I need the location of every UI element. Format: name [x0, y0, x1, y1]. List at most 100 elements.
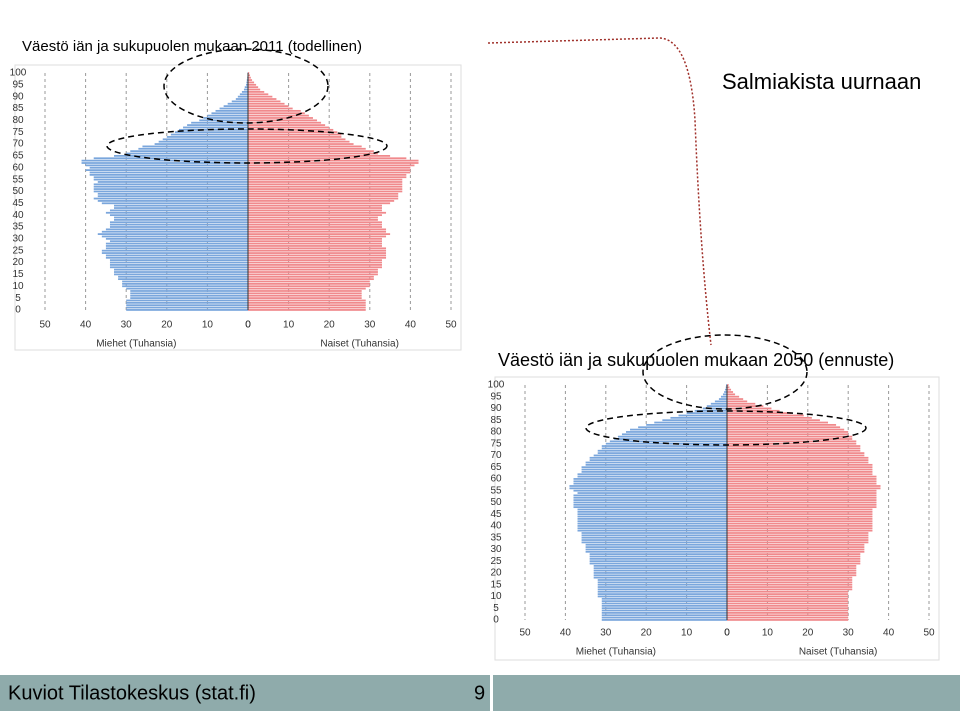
bar — [727, 452, 865, 454]
bar — [248, 88, 261, 91]
bar — [174, 131, 248, 134]
bar — [727, 447, 861, 450]
bar — [593, 565, 727, 567]
bar — [573, 496, 727, 499]
bar — [211, 112, 248, 115]
y-tick-label: 10 — [12, 281, 24, 292]
bar — [727, 412, 792, 415]
bar — [170, 133, 248, 136]
bar — [97, 233, 248, 235]
bar — [597, 449, 727, 452]
bar — [223, 105, 248, 108]
bar — [727, 583, 853, 586]
bar — [613, 438, 727, 440]
y-tick-label: 35 — [12, 222, 24, 233]
bar — [727, 416, 812, 419]
x-tick-label: 30 — [843, 628, 855, 639]
bar — [581, 466, 727, 469]
bar — [105, 211, 249, 214]
y-tick-label: 15 — [12, 269, 24, 280]
bar — [727, 555, 861, 558]
bar — [727, 402, 756, 405]
bar — [114, 268, 249, 271]
bar — [597, 452, 727, 454]
bar — [248, 221, 382, 224]
bar — [248, 290, 362, 292]
bar — [93, 197, 248, 200]
bar — [581, 532, 727, 534]
bar — [138, 147, 248, 150]
bar — [593, 569, 727, 572]
bar — [248, 292, 362, 295]
bar — [727, 463, 873, 466]
x-tick-label: 0 — [724, 628, 730, 639]
bar — [248, 256, 387, 259]
bar — [601, 607, 727, 610]
bar — [593, 454, 727, 457]
bar — [585, 461, 727, 464]
y-tick-label: 45 — [12, 198, 24, 209]
bar — [593, 567, 727, 570]
x-tick-label: 40 — [405, 320, 417, 331]
bar — [248, 181, 403, 183]
bar — [573, 482, 727, 485]
bar — [727, 581, 853, 584]
bar — [727, 541, 869, 544]
axis-label: Miehet (Tuhansia) — [576, 647, 656, 658]
bar — [727, 579, 853, 581]
bar — [81, 159, 248, 162]
bar — [248, 306, 366, 309]
bar — [601, 604, 727, 607]
bar — [727, 466, 873, 469]
bar — [727, 485, 881, 487]
page-number: 9 — [474, 682, 485, 704]
bar — [589, 560, 727, 563]
bar — [727, 532, 869, 534]
bar — [589, 555, 727, 558]
bar — [573, 480, 727, 483]
bar — [105, 254, 249, 257]
bar — [727, 588, 853, 591]
axis-label: Naiset (Tuhansia) — [320, 339, 399, 350]
bar — [248, 155, 391, 157]
bar — [724, 388, 727, 391]
bar — [577, 518, 727, 520]
y-tick-label: 5 — [15, 293, 21, 304]
bar — [593, 576, 727, 579]
bar — [727, 576, 853, 579]
y-tick-label: 55 — [12, 174, 24, 185]
bar — [727, 607, 849, 610]
x-tick-label: 40 — [80, 320, 92, 331]
bar — [248, 136, 342, 138]
bar — [126, 301, 248, 304]
bar — [89, 166, 248, 169]
bar — [727, 449, 861, 452]
bar — [727, 386, 730, 389]
bar — [231, 100, 248, 103]
bar — [727, 440, 857, 443]
bar — [248, 285, 370, 288]
bar — [248, 230, 387, 233]
y-tick-label: 50 — [490, 497, 502, 508]
bar — [726, 384, 727, 386]
bar — [248, 304, 366, 307]
bar — [248, 95, 273, 98]
y-tick-label: 85 — [490, 415, 502, 426]
bar — [589, 456, 727, 459]
bar — [101, 249, 248, 252]
bar — [109, 261, 249, 264]
bar — [581, 468, 727, 471]
bar — [248, 211, 387, 214]
bar — [248, 247, 387, 250]
bar — [727, 391, 734, 393]
bar — [248, 223, 382, 226]
bar — [109, 226, 249, 228]
bar — [727, 510, 873, 513]
bar — [577, 522, 727, 525]
bar — [105, 228, 249, 231]
bar — [248, 282, 370, 285]
bar — [203, 117, 248, 119]
bar — [248, 119, 318, 122]
bar — [244, 86, 248, 89]
